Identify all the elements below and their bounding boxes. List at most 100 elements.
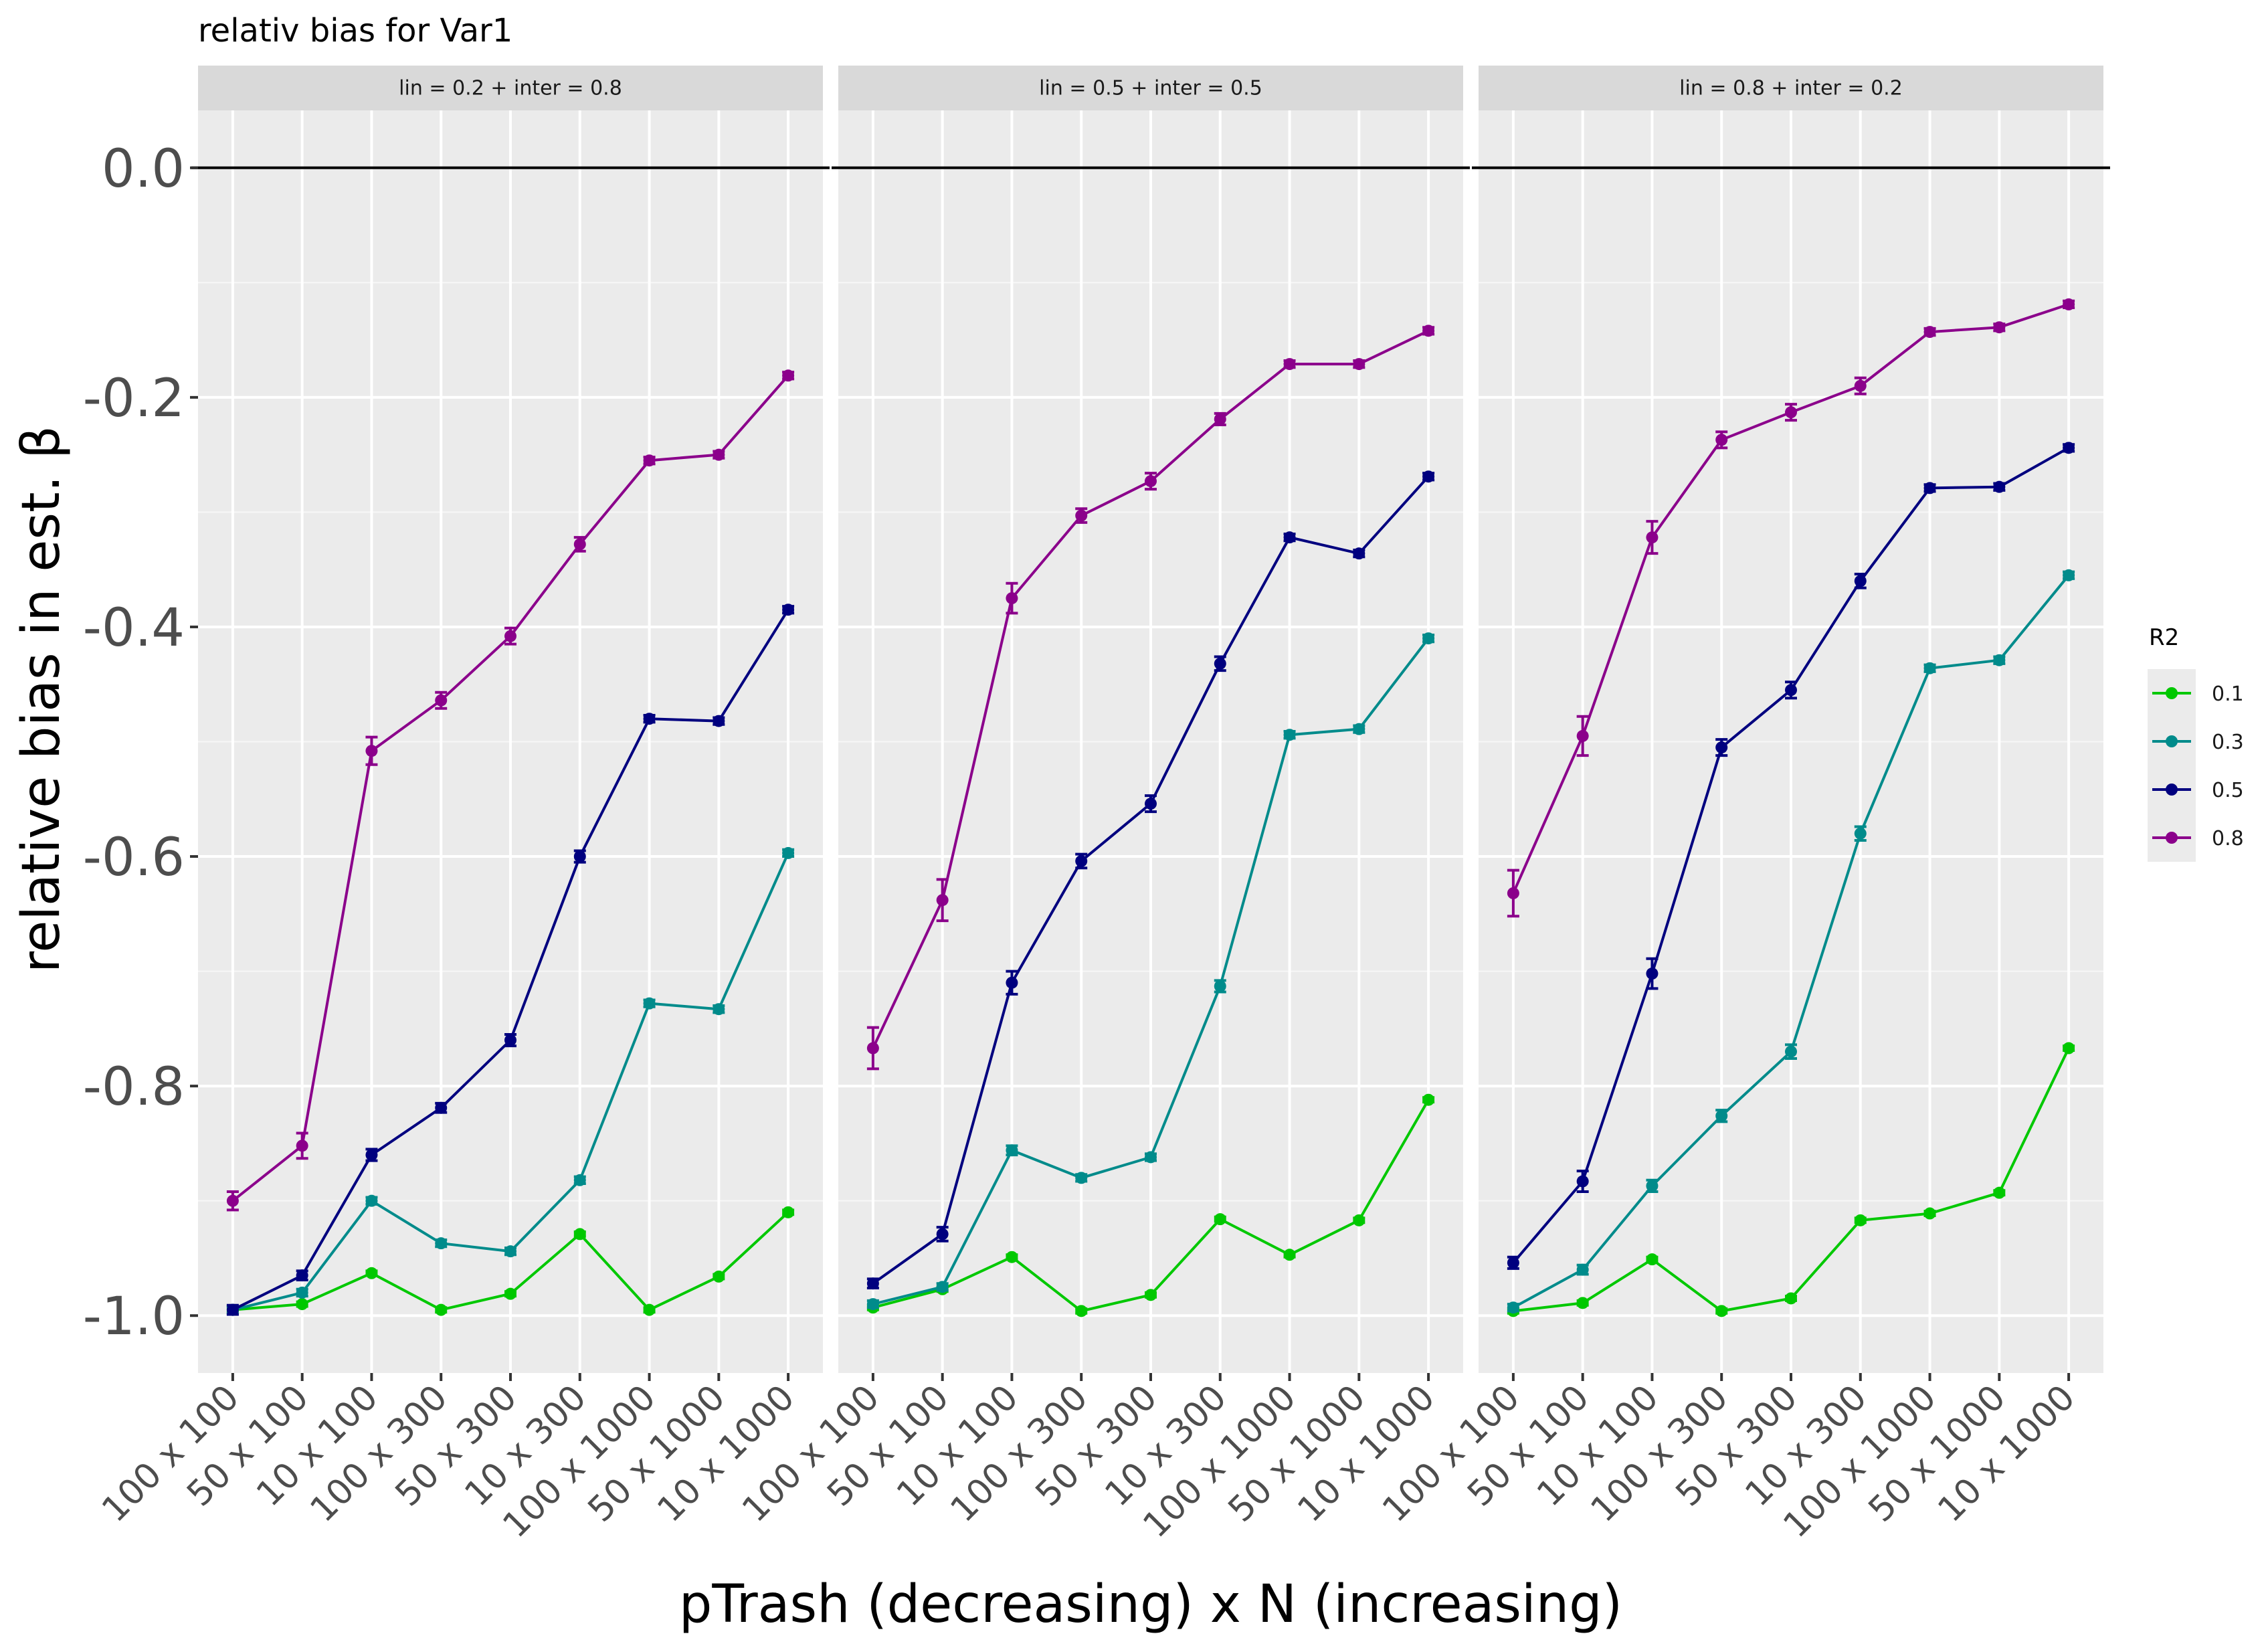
x-axis-title: pTrash (decreasing) x N (increasing)	[679, 1574, 1622, 1635]
data-point	[2063, 298, 2075, 310]
y-tick-label: -0.4	[83, 598, 185, 658]
legend-key-point	[2166, 735, 2178, 747]
data-point	[782, 846, 795, 859]
data-point	[1854, 827, 1867, 840]
series-0-5	[1507, 442, 2075, 1270]
data-point	[504, 1245, 516, 1258]
data-point	[1715, 1305, 1728, 1317]
data-point	[1145, 475, 1157, 488]
data-point	[1075, 854, 1088, 867]
data-point	[1353, 547, 1365, 560]
legend-key-point	[2166, 784, 2178, 796]
series-0-5	[226, 604, 795, 1316]
data-point	[1283, 729, 1296, 741]
data-point	[1993, 321, 2006, 334]
data-point	[713, 1270, 725, 1283]
legend-title: R2	[2149, 624, 2179, 651]
data-point	[504, 630, 516, 642]
data-point	[1145, 1289, 1157, 1301]
data-point	[1006, 1251, 1018, 1263]
data-point	[1075, 1305, 1088, 1317]
data-point	[1353, 358, 1365, 371]
data-point	[1785, 406, 1797, 419]
data-point	[1576, 1175, 1589, 1188]
data-point	[1353, 723, 1365, 735]
data-point	[2063, 1042, 2075, 1055]
data-point	[2063, 442, 2075, 454]
data-point	[1785, 684, 1797, 697]
data-point	[296, 1298, 308, 1311]
data-point	[1214, 413, 1226, 426]
data-point	[1422, 325, 1435, 337]
series-0-8	[226, 369, 795, 1212]
data-point	[1075, 509, 1088, 522]
data-point	[296, 1139, 308, 1152]
data-point	[226, 1194, 239, 1207]
data-point	[1715, 741, 1728, 754]
data-point	[713, 448, 725, 461]
data-point	[1923, 326, 1936, 339]
data-point	[643, 454, 656, 467]
legend-label: 0.5	[2212, 779, 2244, 802]
data-point	[1075, 1172, 1088, 1184]
legend: 0.1 0.3 0.5 0.8	[2148, 669, 2244, 862]
data-point	[1422, 1093, 1435, 1106]
y-tick-label: -0.6	[83, 828, 185, 888]
data-point	[1646, 531, 1659, 544]
y-axis-title: relative bias in est. β	[11, 426, 72, 973]
data-point	[1993, 480, 2006, 493]
facet-strip	[1479, 66, 2103, 110]
data-point	[226, 1303, 239, 1316]
data-point	[866, 1298, 879, 1311]
y-axis-ticks: 0.0 -0.2 -0.4 -0.6 -0.8 -1.0	[83, 139, 198, 1347]
data-point	[713, 715, 725, 727]
data-point	[1283, 531, 1296, 544]
series-0-3	[1507, 569, 2075, 1314]
data-point	[713, 1003, 725, 1016]
data-point	[435, 694, 448, 707]
data-point	[435, 1237, 448, 1250]
series-0-5	[866, 470, 1435, 1290]
data-point	[1507, 887, 1519, 899]
data-point	[1283, 1249, 1296, 1261]
data-point	[573, 850, 586, 863]
data-point	[365, 745, 378, 757]
data-point	[866, 1042, 879, 1055]
facet-strip	[198, 66, 823, 110]
data-point	[1422, 470, 1435, 483]
y-tick-label: -0.8	[83, 1057, 185, 1117]
data-point	[1854, 575, 1867, 587]
data-point	[866, 1277, 879, 1290]
series-0-3	[866, 632, 1435, 1311]
series-0-1	[866, 1093, 1435, 1317]
data-point	[1646, 1180, 1659, 1192]
data-point	[573, 538, 586, 551]
data-point	[643, 997, 656, 1010]
legend-label: 0.1	[2212, 682, 2244, 706]
legend-label: 0.8	[2212, 827, 2244, 850]
data-point	[2063, 569, 2075, 581]
data-point	[782, 1206, 795, 1218]
data-point	[1214, 1213, 1226, 1226]
facet-strip-label: lin = 0.8 + inter = 0.2	[1679, 77, 1903, 100]
data-point	[1353, 1214, 1365, 1226]
data-point	[643, 1303, 656, 1316]
legend-label: 0.3	[2212, 731, 2244, 754]
data-point	[1785, 1045, 1797, 1058]
series-0-1	[1507, 1042, 2075, 1317]
data-point	[296, 1286, 308, 1299]
chart-title: relativ bias for Var1	[198, 12, 512, 50]
y-tick-label: -1.0	[83, 1287, 185, 1347]
y-tick-label: 0.0	[102, 139, 185, 199]
facet-strip	[838, 66, 1463, 110]
data-point	[1715, 1109, 1728, 1122]
data-point	[1145, 1151, 1157, 1164]
legend-entry: 0.3	[2148, 717, 2244, 765]
data-point	[1576, 729, 1589, 742]
y-tick-label: -0.2	[83, 369, 185, 429]
legend-key-point	[2166, 832, 2178, 844]
data-point	[1576, 1297, 1589, 1309]
